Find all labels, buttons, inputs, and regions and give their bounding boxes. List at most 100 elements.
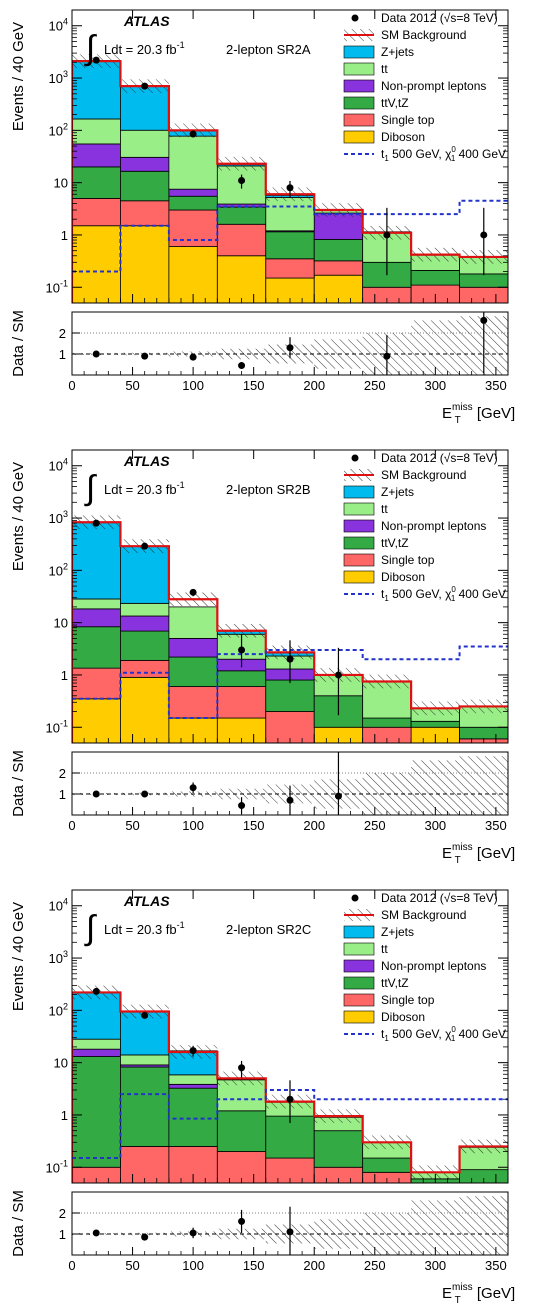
data-point-3 [238, 646, 246, 654]
ratio-y-tick-label-1: 2 [59, 1206, 66, 1221]
x-tick-label-0: 0 [68, 1258, 75, 1273]
ratio-point-2 [189, 353, 197, 361]
signal-name-t: t [381, 587, 385, 601]
y-tick-base: 10 [54, 1056, 68, 1071]
x-label-e: E [442, 1285, 452, 1302]
ratio-point-1 [141, 790, 149, 798]
stack-bar-ttv-tz-2 [168, 1087, 218, 1147]
x-tick-label-7: 350 [485, 818, 507, 833]
legend-label-1: Single top [381, 553, 435, 567]
legend-signal-label: t1 500 GeV, χ0 1 400 GeV [381, 145, 506, 163]
stack-bar-non-prompt-leptons-1 [120, 615, 170, 632]
stack-bar-single-top-0 [72, 197, 121, 227]
legend-swatch-1 [343, 993, 375, 1007]
channel-label: 2-lepton SR2C [226, 922, 311, 937]
signal-name-t: t [381, 147, 385, 161]
legend-data-text: Data 2012 ( [381, 891, 444, 905]
lumi-label: Ldt = 20.3 fb-1 [104, 920, 185, 937]
signal-name-sub: 1 [384, 594, 389, 603]
ratio-point-5 [334, 792, 342, 800]
y-tick-exp: -1 [60, 278, 68, 288]
ratio-point-3 [238, 1217, 246, 1225]
signal-name-end: 400 GeV [455, 1027, 506, 1041]
ratio-point-4 [286, 344, 294, 352]
legend-label-4: tt [381, 502, 388, 516]
main-plot-area [72, 985, 508, 1183]
stack-bar-tt-2 [168, 1074, 218, 1085]
legend-label-4: tt [381, 62, 388, 76]
signal-name-t: t [381, 1027, 385, 1041]
stack-bar-ttv-tz-2 [168, 656, 218, 687]
legend-data-sqrt-text: s=8 TeV) [450, 11, 497, 25]
y-tick-label-3: 10 [54, 1056, 68, 1071]
legend-data-marker [351, 454, 359, 462]
ratio-point-1 [141, 1233, 149, 1241]
signal-name-sub: 1 [384, 1034, 389, 1043]
y-tick-base: 10 [46, 1160, 60, 1175]
ratio-panel: 1 2 Data / SM 0 50 100 150 200 250 300 350 [10, 750, 509, 833]
legend-label-0: Diboson [381, 1010, 425, 1024]
legend-data-text: Data 2012 ( [381, 11, 444, 25]
stack-bar-single-top-1 [120, 1146, 170, 1183]
stack-bar-non-prompt-leptons-5 [313, 212, 364, 240]
legend-sm-label: SM Background [381, 908, 466, 922]
ratio-band-7 [411, 760, 460, 815]
stack-bar-non-prompt-leptons-2 [168, 188, 218, 197]
ratio-band-8 [459, 1196, 508, 1255]
ratio-point-4 [286, 796, 294, 804]
stack-bar-tt-2 [168, 135, 218, 190]
x-tick-label-5: 250 [364, 818, 386, 833]
signal-name-mass: 500 GeV, [389, 587, 445, 601]
signal-name-mass: 500 GeV, [389, 147, 445, 161]
y-tick-base: 10 [54, 176, 68, 191]
x-label-sup: miss [452, 1282, 473, 1293]
lumi-sup: -1 [177, 480, 185, 490]
x-label-sub: T [455, 1295, 461, 1306]
y-tick-base: 10 [49, 951, 63, 966]
x-tick-label-6: 300 [424, 818, 446, 833]
legend: Data 2012 (√s=8 TeV) SM Background Z+jets t… [343, 11, 506, 163]
stack-bar-single-top-1 [120, 659, 170, 678]
y-tick-base: 1 [61, 228, 68, 243]
x-label-sub: T [455, 415, 461, 426]
y-axis-label: Events / 40 GeV [10, 462, 27, 571]
sqrt-sign: √ [444, 891, 451, 905]
legend-label-3: Non-prompt leptons [381, 79, 486, 93]
lumi-sup: -1 [177, 920, 185, 930]
legend-swatch-4 [343, 942, 375, 956]
ratio-band-7 [411, 1200, 460, 1255]
lumi-text: Ldt = 20.3 fb [104, 42, 177, 57]
stack-bar-ttv-tz-0 [72, 1056, 121, 1168]
ratio-plot-area [72, 1196, 508, 1255]
y-tick-base: 10 [49, 71, 63, 86]
y-tick-label-3: 10 [54, 176, 68, 191]
channel-label: 2-lepton SR2B [226, 482, 311, 497]
main-plot-area [72, 515, 508, 743]
lumi-text: Ldt = 20.3 fb [104, 482, 177, 497]
stack-bar-single-top-2 [168, 209, 218, 247]
signal-name-chi-sub: 1 [451, 594, 456, 603]
y-tick-exp: 3 [63, 509, 68, 519]
signal-name-chi: χ [445, 147, 452, 161]
legend-swatch-2 [343, 536, 375, 550]
legend-data-sqrt-text: s=8 TeV) [450, 451, 497, 465]
signal-name-chi-sub: 1 [451, 154, 456, 163]
atlas-label: ATLAS [123, 453, 170, 469]
y-tick-base: 10 [49, 459, 63, 474]
atlas-label: ATLAS [123, 893, 170, 909]
ratio-y-axis-label: Data / SM [10, 310, 27, 377]
y-tick-exp: -1 [60, 718, 68, 728]
legend-swatch-3 [343, 959, 375, 973]
stack-bar-tt-2 [168, 606, 218, 639]
y-tick-label-0: 104 [49, 457, 68, 474]
integral-sign: ∫ [84, 909, 97, 947]
y-tick-label-1: 103 [49, 509, 68, 526]
data-point-0 [92, 987, 100, 995]
legend-swatch-0 [343, 130, 375, 144]
y-tick-base: 10 [49, 19, 63, 34]
stack-bar-single-top-4 [265, 258, 315, 279]
sqrt-sign: √ [444, 451, 451, 465]
x-label-sup: miss [452, 402, 473, 413]
stack-bar-diboson-0 [72, 225, 121, 303]
